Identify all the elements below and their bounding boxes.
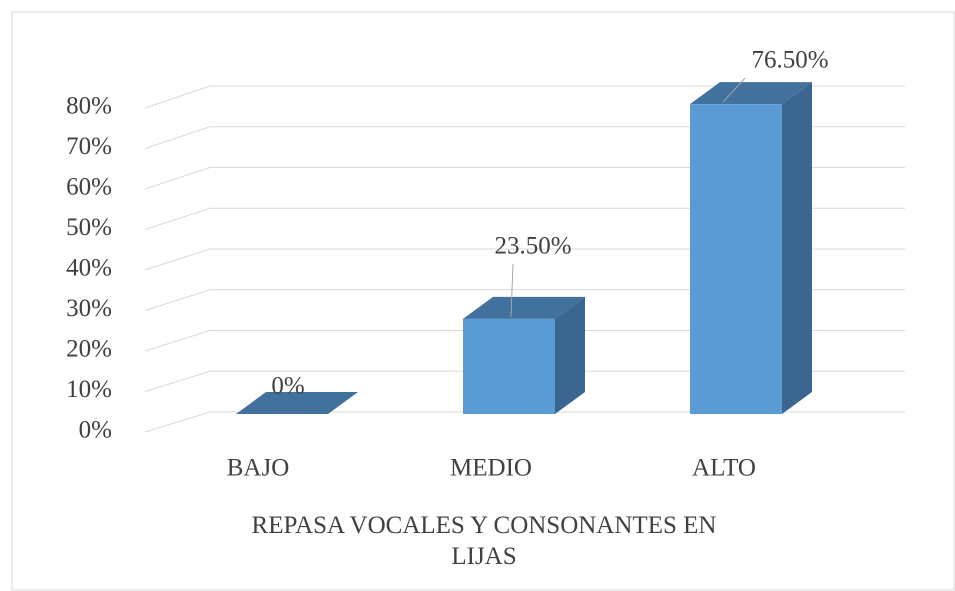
bar-top <box>236 392 358 414</box>
y-tick-label: 0% <box>79 417 112 444</box>
label-leader <box>510 263 514 317</box>
y-tick-label: 40% <box>66 255 112 282</box>
grid-line-side <box>144 411 211 433</box>
y-tick-label: 10% <box>66 376 112 403</box>
bar-top <box>463 296 585 319</box>
bar <box>690 104 782 415</box>
bar <box>463 318 555 414</box>
bar-top <box>690 82 812 105</box>
y-tick-label: 30% <box>66 295 112 322</box>
x-tick-label: BAJO <box>227 455 290 482</box>
x-tick-label: MEDIO <box>450 455 532 482</box>
grid-line-side <box>144 330 211 352</box>
data-label: 76.50% <box>751 47 828 74</box>
grid-line-side <box>144 126 211 149</box>
y-tick-label: 60% <box>66 174 112 201</box>
grid-line-side <box>144 207 211 230</box>
x-tick-label: ALTO <box>692 455 756 482</box>
data-label: 23.50% <box>494 233 571 260</box>
grid-line-side <box>144 289 211 311</box>
chart-border <box>11 11 955 591</box>
bar-side <box>555 296 585 414</box>
y-tick-label: 50% <box>66 214 112 241</box>
bar-side <box>782 82 812 415</box>
x-axis-title: REPASA VOCALES Y CONSONANTES EN LIJAS <box>251 512 717 570</box>
y-tick-label: 70% <box>66 133 112 160</box>
grid-line-side <box>144 85 211 109</box>
grid-line-side <box>144 370 211 392</box>
y-tick-label: 80% <box>66 93 112 120</box>
label-leader <box>722 77 746 103</box>
grid-line-side <box>144 167 211 190</box>
data-label: 0% <box>271 373 304 400</box>
y-tick-label: 20% <box>66 336 112 363</box>
grid-line-side <box>144 248 211 271</box>
